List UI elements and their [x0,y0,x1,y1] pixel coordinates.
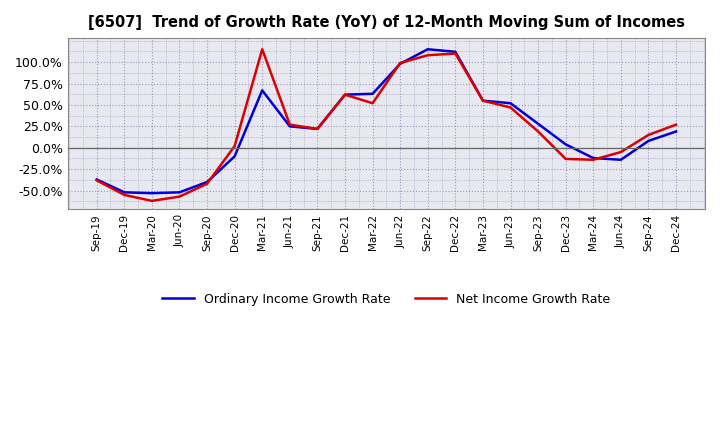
Ordinary Income Growth Rate [203,180,212,185]
Net Income Growth Rate [286,122,294,127]
Net Income Growth Rate [120,192,129,198]
Ordinary Income Growth Rate [341,92,349,97]
Line: Ordinary Income Growth Rate: Ordinary Income Growth Rate [96,49,676,193]
Ordinary Income Growth Rate [396,61,405,66]
Net Income Growth Rate [396,60,405,66]
Net Income Growth Rate [258,47,266,52]
Net Income Growth Rate [92,178,101,183]
Legend: Ordinary Income Growth Rate, Net Income Growth Rate: Ordinary Income Growth Rate, Net Income … [157,288,616,311]
Ordinary Income Growth Rate [175,190,184,195]
Net Income Growth Rate [672,122,680,127]
Net Income Growth Rate [506,105,515,110]
Ordinary Income Growth Rate [120,190,129,195]
Ordinary Income Growth Rate [258,88,266,93]
Net Income Growth Rate [313,126,322,132]
Net Income Growth Rate [589,157,598,162]
Net Income Growth Rate [534,129,542,134]
Ordinary Income Growth Rate [451,49,459,55]
Ordinary Income Growth Rate [286,124,294,129]
Net Income Growth Rate [562,156,570,161]
Net Income Growth Rate [451,51,459,56]
Ordinary Income Growth Rate [230,154,239,159]
Net Income Growth Rate [341,92,349,97]
Ordinary Income Growth Rate [589,155,598,161]
Net Income Growth Rate [368,101,377,106]
Ordinary Income Growth Rate [562,142,570,147]
Line: Net Income Growth Rate: Net Income Growth Rate [96,49,676,201]
Ordinary Income Growth Rate [616,157,625,162]
Ordinary Income Growth Rate [92,177,101,182]
Ordinary Income Growth Rate [368,91,377,96]
Net Income Growth Rate [479,98,487,103]
Ordinary Income Growth Rate [672,129,680,134]
Ordinary Income Growth Rate [313,126,322,132]
Title: [6507]  Trend of Growth Rate (YoY) of 12-Month Moving Sum of Incomes: [6507] Trend of Growth Rate (YoY) of 12-… [88,15,685,30]
Net Income Growth Rate [148,198,156,204]
Net Income Growth Rate [644,132,653,138]
Net Income Growth Rate [616,150,625,155]
Net Income Growth Rate [230,143,239,149]
Net Income Growth Rate [203,181,212,187]
Ordinary Income Growth Rate [644,138,653,143]
Ordinary Income Growth Rate [506,101,515,106]
Net Income Growth Rate [423,53,432,58]
Ordinary Income Growth Rate [534,121,542,126]
Ordinary Income Growth Rate [479,98,487,103]
Ordinary Income Growth Rate [423,47,432,52]
Net Income Growth Rate [175,194,184,199]
Ordinary Income Growth Rate [148,191,156,196]
